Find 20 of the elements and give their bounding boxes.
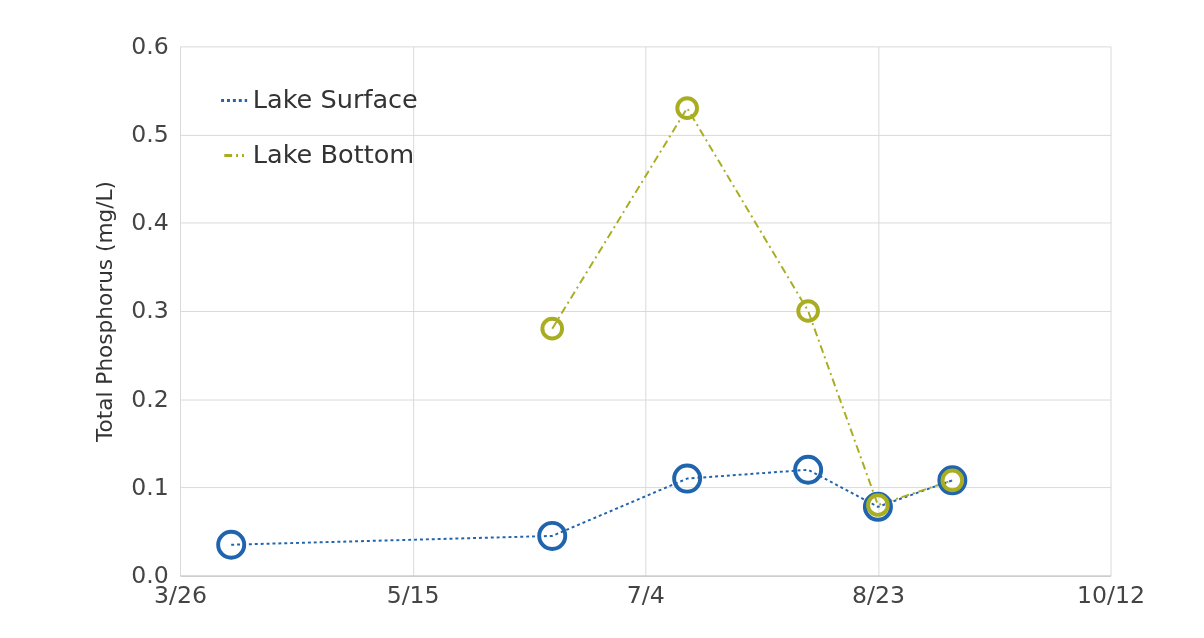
y-tick-label: 0.5 (131, 119, 169, 148)
x-tick-label: 7/4 (626, 580, 665, 609)
x-tick-label: 8/23 (851, 580, 905, 609)
point (672, 463, 703, 494)
y-tick-label: 0.2 (131, 384, 169, 413)
y-tick-label: 0.4 (131, 208, 169, 237)
y-tick-label: 0.3 (131, 296, 169, 325)
point (675, 96, 699, 120)
x-tick-label: 10/12 (1077, 580, 1146, 609)
y-tick-label: 0.1 (131, 472, 169, 501)
legend-label: Lake Bottom (252, 139, 415, 170)
legend-label: Lake Surface (252, 84, 418, 115)
y-axis-title: Total Phosphorus (mg/L) (92, 180, 118, 444)
x-tick-label: 5/15 (386, 580, 440, 609)
point (540, 316, 565, 341)
y-tick-label: 0.6 (131, 31, 169, 60)
point (796, 299, 820, 323)
point (793, 454, 824, 485)
point (537, 520, 568, 551)
point (216, 529, 247, 560)
